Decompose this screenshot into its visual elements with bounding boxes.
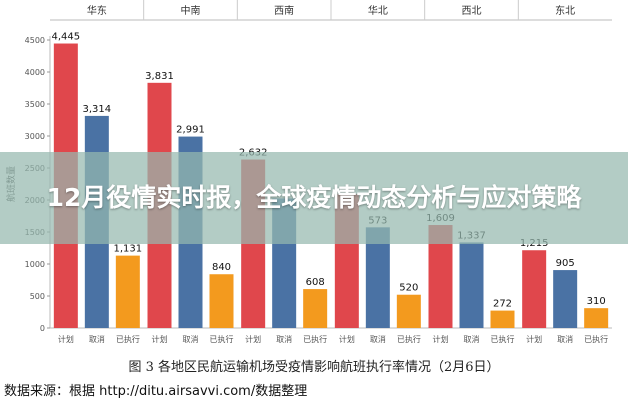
bar-取消 [365,227,390,328]
group-label: 中南 [181,4,201,17]
y-tick-label: 0 [40,324,45,333]
x-tick-label: 取消 [89,334,105,344]
bar-取消 [459,242,484,328]
x-tick-label: 已执行 [210,334,234,344]
x-tick-label: 已执行 [303,334,327,344]
data-label: 608 [306,277,325,288]
y-tick-label: 500 [30,292,45,301]
group-label: 西北 [462,5,482,17]
x-tick-label: 已执行 [584,334,608,344]
group-label: 华北 [368,4,388,17]
data-source: 数据来源：根据 http://ditu.airsavvi.com/数据整理 [4,384,308,399]
data-label: 310 [587,296,606,307]
group-label: 东北 [555,4,575,17]
bar-取消 [553,270,578,328]
bar-已执行 [115,255,140,328]
x-tick-label: 取消 [464,334,480,344]
bar-已执行 [490,310,515,328]
x-tick-label: 取消 [276,334,292,344]
figure-caption: 图 3 各地区民航运输机场受疫情影响航班执行率情况（2月6日） [128,360,500,375]
data-label: 272 [493,299,512,310]
title-banner: 12月役情实时报，全球疫情动态分析与应对策略 [0,152,628,244]
data-label: 3,831 [145,71,174,82]
x-tick-label: 计划 [58,334,74,344]
data-label: 520 [399,283,418,294]
x-tick-label: 计划 [433,334,449,344]
x-tick-label: 取消 [557,334,573,344]
bar-计划 [522,250,547,328]
group-label: 华东 [87,4,107,17]
x-tick-label: 已执行 [397,334,421,344]
x-tick-label: 已执行 [116,334,140,344]
data-label: 4,445 [52,32,81,43]
bar-已执行 [303,289,328,328]
x-tick-label: 计划 [526,334,542,344]
x-tick-label: 取消 [370,334,386,344]
x-tick-label: 取消 [183,334,199,344]
banner-title: 12月役情实时报，全球疫情动态分析与应对策略 [46,183,582,212]
x-tick-label: 计划 [339,334,355,344]
data-label: 905 [556,258,575,269]
data-label: 2,991 [176,125,205,136]
data-label: 3,314 [83,104,112,115]
y-tick-label: 3000 [25,132,45,141]
y-tick-label: 4000 [25,68,45,77]
bar-已执行 [584,308,609,328]
y-tick-label: 4500 [25,36,45,45]
x-tick-label: 计划 [245,334,261,344]
y-tick-label: 3500 [25,100,45,109]
data-label: 1,131 [114,244,143,255]
bar-已执行 [396,294,421,328]
x-tick-label: 已执行 [491,334,515,344]
x-tick-label: 计划 [152,334,168,344]
y-tick-label: 1000 [25,260,45,269]
bar-已执行 [209,274,234,328]
data-label: 840 [212,262,231,273]
group-label: 西南 [274,4,294,17]
